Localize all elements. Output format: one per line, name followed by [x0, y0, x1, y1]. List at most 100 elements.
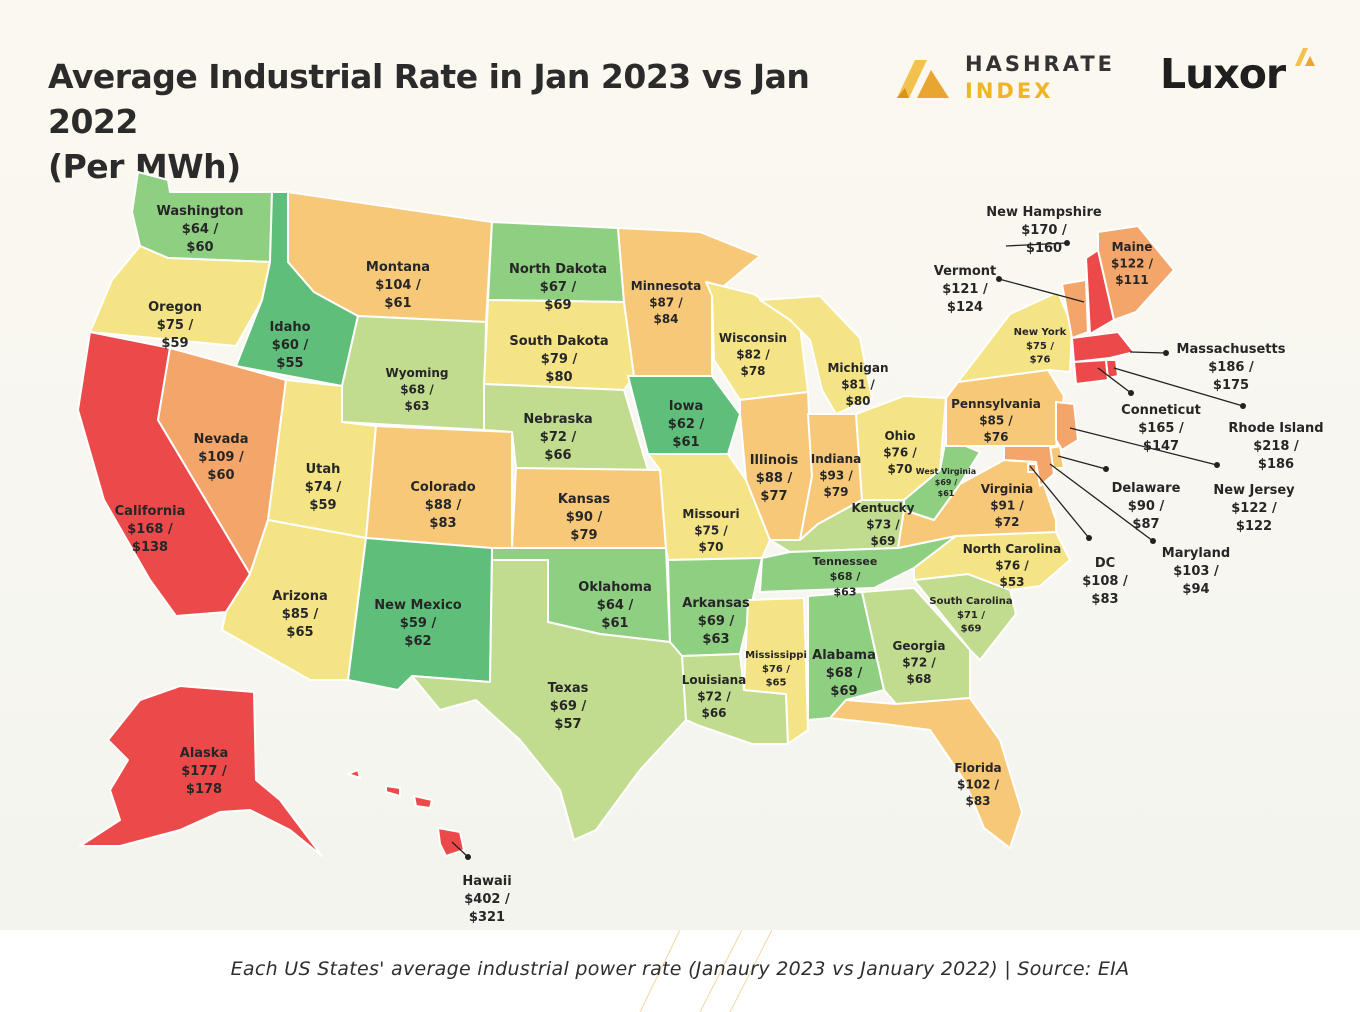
rate-2023: $64 / [182, 222, 219, 237]
state-name: Tennessee [813, 555, 878, 568]
state-vermont [1061, 279, 1089, 339]
rate-separator: / [217, 764, 227, 779]
leader-line-dc [1029, 465, 1090, 539]
rate-2023-value: $69 [550, 699, 577, 714]
rate-2023: $75 / [1026, 341, 1054, 352]
rate-separator: / [761, 348, 770, 362]
rate-2023-value: $64 [182, 222, 209, 237]
state-label-idaho: Idaho $60 / $55 [269, 320, 310, 371]
state-name: Louisiana [682, 673, 747, 687]
state-label-vermont: Vermont $121 / $124 [934, 264, 997, 315]
rate-2023: $64 / [597, 598, 634, 613]
rate-2023-value: $60 [272, 338, 299, 353]
rate-2023-value: $75 [157, 318, 184, 333]
leader-line-new-jersey [1069, 427, 1218, 466]
rate-2023-value: $88 [425, 498, 452, 513]
rate-2022: $65 [286, 625, 313, 640]
rate-2023: $71 / [957, 610, 985, 621]
rate-2022: $138 [132, 540, 168, 555]
state-name: Kansas [558, 492, 611, 507]
state-label-louisiana: Louisiana $72 / $66 [682, 673, 747, 720]
rate-separator: / [1020, 559, 1029, 573]
rate-separator: / [783, 471, 793, 486]
rate-2022: $65 [766, 678, 787, 689]
rate-2023: $68 / [826, 666, 863, 681]
rate-2023: $73 / [866, 518, 900, 532]
rate-2022: $63 [702, 632, 729, 647]
state-label-florida: Florida$102 /$83 [954, 761, 1001, 808]
rate-separator: / [725, 614, 735, 629]
rate-separator: / [309, 607, 319, 622]
rate-2023: $85 / [979, 414, 1013, 428]
rate-2023-value: $104 [375, 278, 411, 293]
rate-2022: $69 [830, 684, 857, 699]
state-name: Georgia [893, 639, 946, 653]
rate-separator: / [853, 570, 862, 583]
leader-dot-new-hampshire [1064, 240, 1070, 246]
state-label-texas: Texas $69 / $57 [548, 681, 589, 732]
state-name: Pennsylvania [951, 397, 1041, 411]
luxor-mark-icon [1295, 48, 1315, 66]
rate-separator: / [1155, 499, 1165, 514]
rate-separator: / [695, 417, 705, 432]
rate-2022: $94 [1182, 582, 1209, 597]
state-label-new-mexico: New Mexico $59 / $62 [374, 598, 462, 649]
state-alaska [79, 685, 323, 857]
rate-2023: $76 / [883, 446, 917, 460]
rate-separator: / [568, 352, 578, 367]
state-name: Indiana [811, 452, 861, 466]
rate-2023: $402 / [464, 892, 510, 907]
state-name: Minnesota [631, 279, 702, 293]
state-name: Wisconsin [719, 331, 787, 345]
rate-2023: $81 / [841, 378, 875, 392]
state-name: Massachusetts [1177, 342, 1286, 357]
rate-separator: / [719, 524, 728, 538]
rate-2023-value: $108 [1082, 574, 1118, 589]
rate-2022: $78 [740, 364, 765, 378]
rate-2023: $186 / [1208, 360, 1254, 375]
state-name: Delaware [1112, 481, 1181, 496]
rate-separator: / [163, 522, 173, 537]
rate-separator: / [299, 338, 309, 353]
rate-2023: $170 / [1021, 223, 1067, 238]
rate-2023: $218 / [1253, 439, 1299, 454]
rate-separator: / [722, 690, 731, 704]
rate-2022: $59 [161, 336, 188, 351]
leader-line-vermont [998, 278, 1085, 303]
rate-separator: / [1289, 439, 1299, 454]
state-name: New York [1014, 327, 1067, 338]
rate-2023: $88 / [425, 498, 462, 513]
rate-2022: $122 [1236, 519, 1272, 534]
rate-2023-value: $103 [1173, 564, 1209, 579]
state-label-missouri: Missouri $75 / $70 [682, 507, 739, 554]
rate-separator: / [567, 430, 577, 445]
state-label-nevada: Nevada$109 /$60 [193, 432, 248, 483]
rate-2022: $60 [186, 240, 213, 255]
rate-2023: $72 / [902, 656, 936, 670]
rate-2023: $69 / [550, 699, 587, 714]
state-label-oregon: Oregon $75 / $59 [148, 300, 202, 351]
state-label-oklahoma: Oklahoma $64 / $61 [578, 580, 651, 631]
rate-2022: $72 [994, 515, 1019, 529]
rate-separator: / [951, 478, 957, 487]
state-label-michigan: Michigan $81 / $80 [827, 361, 888, 408]
rate-2022: $66 [701, 706, 726, 720]
rate-2023-value: $69 [935, 478, 952, 487]
rate-2023-value: $68 [400, 383, 425, 397]
state-label-alabama: Alabama $68 / $69 [812, 648, 876, 699]
rate-2022: $61 [384, 296, 411, 311]
rate-separator: / [1015, 499, 1024, 513]
rate-separator: / [866, 378, 875, 392]
state-name: North Carolina [963, 542, 1062, 556]
rate-2023: $121 / [942, 282, 988, 297]
rate-2023-value: $69 [698, 614, 725, 629]
rate-separator: / [990, 778, 999, 792]
rate-2023-value: $109 [198, 450, 234, 465]
leader-dot-maryland [1150, 538, 1156, 544]
rate-2023: $93 / [819, 469, 853, 483]
state-name: Nevada [193, 432, 248, 447]
rate-2023: $76 / [995, 559, 1029, 573]
state-name: New Mexico [374, 598, 462, 613]
rate-2023: $122 / [1111, 257, 1154, 271]
rate-2023-value: $74 [305, 480, 332, 495]
